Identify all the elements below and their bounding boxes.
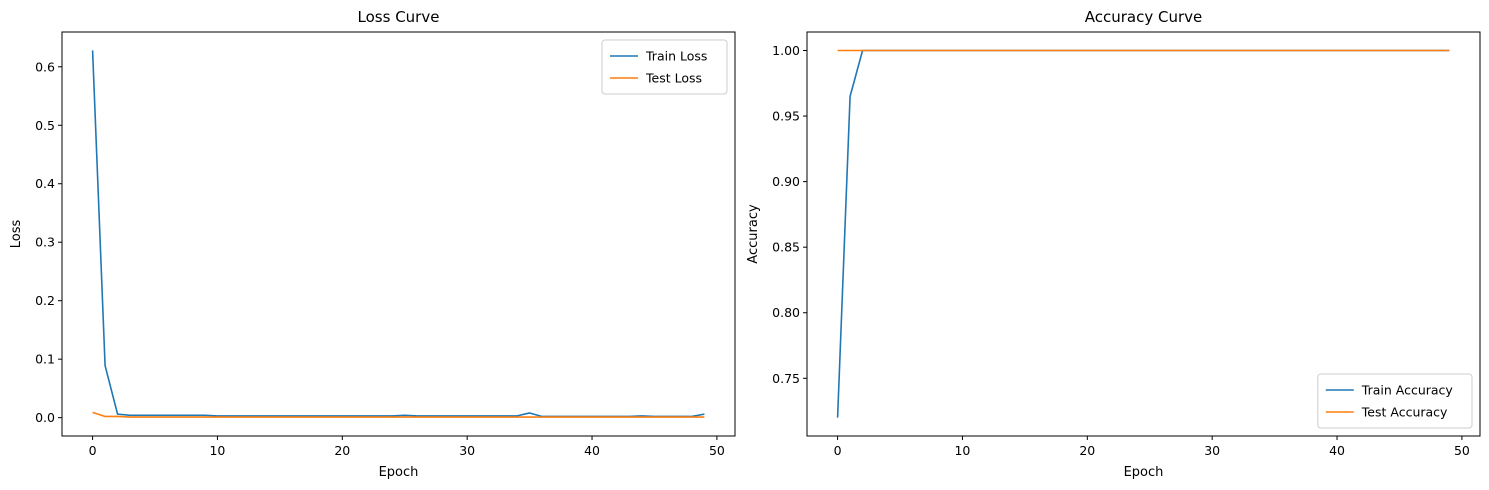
y-tick-label: 1.00 xyxy=(772,43,800,58)
y-tick-label: 0.80 xyxy=(772,305,800,320)
series-line-test xyxy=(92,411,705,418)
y-tick-label: 0.90 xyxy=(772,174,800,189)
x-tick-label: 30 xyxy=(1204,443,1220,458)
x-axis-label: Epoch xyxy=(1124,465,1164,480)
y-tick-label: 0.1 xyxy=(35,352,55,367)
x-tick-label: 40 xyxy=(584,443,600,458)
plot-frame xyxy=(61,31,736,437)
legend: Train Loss Test Loss xyxy=(601,39,728,95)
y-tick-label: 0.6 xyxy=(35,59,55,74)
y-axis-label: Accuracy xyxy=(746,204,761,264)
chart-title: Accuracy Curve xyxy=(1085,8,1203,26)
y-tick-label: 0.2 xyxy=(35,293,55,308)
y-tick-label: 0.75 xyxy=(772,371,800,386)
y-tick-label: 0.0 xyxy=(35,410,55,425)
x-tick-label: 0 xyxy=(834,443,842,458)
y-tick-label: 0.3 xyxy=(35,235,55,250)
legend: Train Accuracy Test Accuracy xyxy=(1317,373,1473,429)
plot-frame xyxy=(806,31,1481,437)
plot-lines xyxy=(91,50,705,418)
accuracy-chart-panel: Accuracy Curve Epoch Accuracy 0 10 20 30 40 5… xyxy=(746,8,1481,480)
loss-chart-panel: Loss Curve Epoch Loss 0 10 20 30 40 500.00.10… xyxy=(9,8,736,480)
legend-box xyxy=(601,39,728,95)
x-tick-label: 10 xyxy=(209,443,225,458)
x-tick-label: 50 xyxy=(709,443,725,458)
y-axis-label: Loss xyxy=(9,220,24,249)
legend-box xyxy=(1317,373,1473,429)
x-tick-label: 20 xyxy=(334,443,350,458)
x-tick-label: 0 xyxy=(89,443,97,458)
axis-ticks: 0 10 20 30 40 50 0.75 0.80 0.85 0.90 0.95 1.00 xyxy=(772,43,1470,458)
axis-ticks: 0 10 20 30 40 50 0.0 0.1 0.2 0.3 0.4 0.5 0.6 xyxy=(35,59,725,458)
x-tick-label: 10 xyxy=(954,443,970,458)
x-tick-label: 40 xyxy=(1329,443,1345,458)
plot-lines xyxy=(836,49,1450,418)
legend-label: Test Accuracy xyxy=(1361,405,1448,420)
y-tick-label: 0.95 xyxy=(772,109,800,124)
legend-label: Test Loss xyxy=(645,71,702,86)
x-axis-label: Epoch xyxy=(379,465,419,480)
x-tick-label: 50 xyxy=(1454,443,1470,458)
x-tick-label: 20 xyxy=(1079,443,1095,458)
x-tick-label: 30 xyxy=(459,443,475,458)
legend-label: Train Accuracy xyxy=(1361,383,1454,398)
y-tick-label: 0.4 xyxy=(35,176,55,191)
legend-label: Train Loss xyxy=(645,49,707,64)
y-tick-label: 0.85 xyxy=(772,240,800,255)
chart-title: Loss Curve xyxy=(358,8,440,26)
y-tick-label: 0.5 xyxy=(35,118,55,133)
